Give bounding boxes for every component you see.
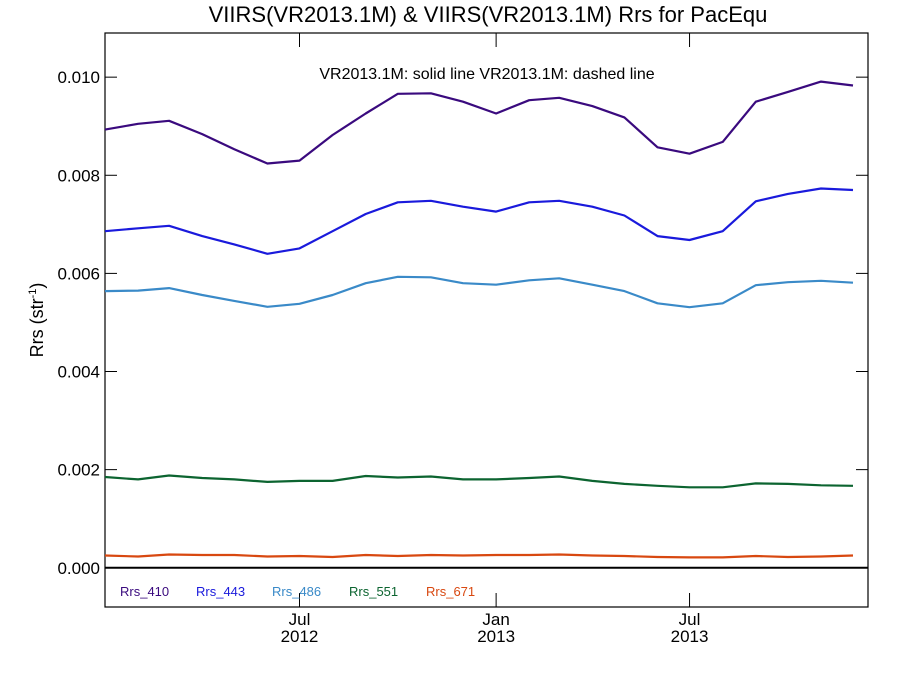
legend: Rrs_410 Rrs_443 Rrs_486 Rrs_551 Rrs_671 — [120, 584, 475, 599]
x-tick-label-month: Jul — [289, 610, 311, 629]
series-line-rrs-410 — [104, 80, 854, 165]
y-tick-label: 0.004 — [57, 363, 100, 382]
series-line-rrs-671 — [104, 553, 854, 559]
legend-entry-rrs-671: Rrs_671 — [426, 584, 475, 599]
plot-frame — [104, 32, 869, 608]
x-tick-label-year: 2012 — [281, 627, 319, 646]
x-tick-label-year: 2013 — [671, 627, 709, 646]
y-axis: 0.000 0.002 0.004 0.006 0.008 0.010 — [57, 68, 868, 578]
y-axis-label: Rrs (str-1) — [27, 283, 47, 358]
series-line-rrs-486 — [104, 275, 854, 309]
y-tick-label: 0.006 — [57, 264, 100, 283]
y-tick-label: 0.000 — [57, 559, 100, 578]
y-tick-label: 0.002 — [57, 461, 100, 480]
y-axis-label-main: Rrs (str — [27, 298, 47, 357]
y-tick-label: 0.010 — [57, 68, 100, 87]
legend-entry-rrs-443: Rrs_443 — [196, 584, 245, 599]
legend-entry-rrs-486: Rrs_486 — [272, 584, 321, 599]
y-axis-label-superscript: -1 — [27, 289, 39, 299]
series-layer — [104, 80, 854, 559]
x-tick-label-year: 2013 — [477, 627, 515, 646]
series-line-rrs-551 — [104, 474, 854, 489]
legend-entry-rrs-410: Rrs_410 — [120, 584, 169, 599]
legend-entry-rrs-551: Rrs_551 — [349, 584, 398, 599]
x-tick-label-month: Jul — [679, 610, 701, 629]
y-tick-label: 0.008 — [57, 166, 100, 185]
line-style-annotation: VR2013.1M: solid line VR2013.1M: dashed … — [319, 66, 654, 83]
series-line-rrs-443 — [104, 187, 854, 255]
y-axis-label-close: ) — [27, 283, 47, 289]
x-tick-label-month: Jan — [482, 610, 509, 629]
chart-title: VIIRS(VR2013.1M) & VIIRS(VR2013.1M) Rrs … — [209, 2, 768, 27]
